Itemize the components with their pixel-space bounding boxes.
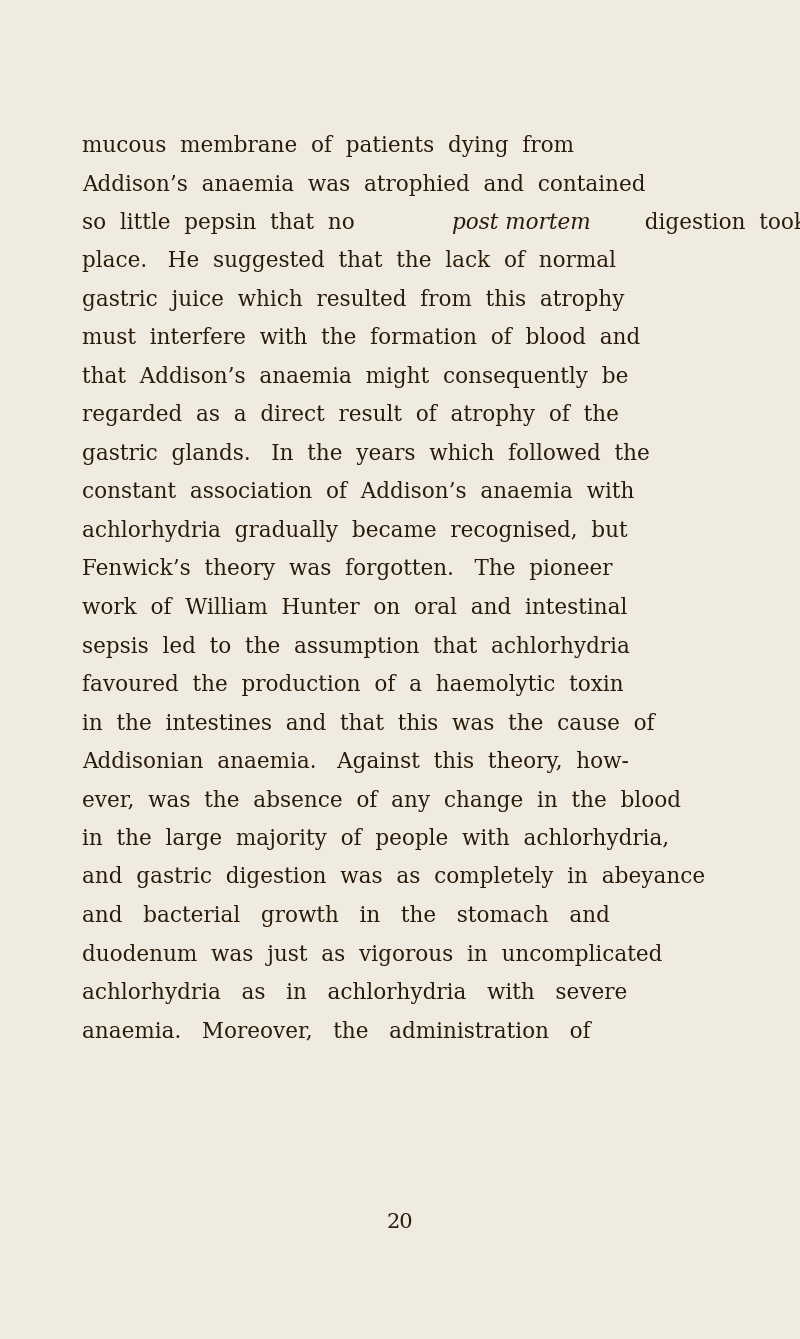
Text: must  interfere  with  the  formation  of  blood  and: must interfere with the formation of blo… xyxy=(82,328,640,349)
Text: Addisonian  anaemia.   Against  this  theory,  how-: Addisonian anaemia. Against this theory,… xyxy=(82,751,629,773)
Text: gastric  glands.   In  the  years  which  followed  the: gastric glands. In the years which follo… xyxy=(82,443,650,465)
Text: constant  association  of  Addison’s  anaemia  with: constant association of Addison’s anaemi… xyxy=(82,482,634,503)
Text: that  Addison’s  anaemia  might  consequently  be: that Addison’s anaemia might consequentl… xyxy=(82,366,628,388)
Text: favoured  the  production  of  a  haemolytic  toxin: favoured the production of a haemolytic … xyxy=(82,674,624,696)
Text: place.   He  suggested  that  the  lack  of  normal: place. He suggested that the lack of nor… xyxy=(82,250,616,273)
Text: in  the  large  majority  of  people  with  achlorhydria,: in the large majority of people with ach… xyxy=(82,828,669,850)
Text: mucous  membrane  of  patients  dying  from: mucous membrane of patients dying from xyxy=(82,135,574,157)
Text: and   bacterial   growth   in   the   stomach   and: and bacterial growth in the stomach and xyxy=(82,905,610,927)
Text: Addison’s  anaemia  was  atrophied  and  contained: Addison’s anaemia was atrophied and cont… xyxy=(82,174,646,195)
Text: anaemia.   Moreover,   the   administration   of: anaemia. Moreover, the administration of xyxy=(82,1020,590,1043)
Text: so  little  pepsin  that  no: so little pepsin that no xyxy=(82,212,369,234)
Text: Fenwick’s  theory  was  forgotten.   The  pioneer: Fenwick’s theory was forgotten. The pion… xyxy=(82,558,613,581)
Text: in  the  intestines  and  that  this  was  the  cause  of: in the intestines and that this was the … xyxy=(82,712,654,735)
Text: gastric  juice  which  resulted  from  this  atrophy: gastric juice which resulted from this a… xyxy=(82,289,625,311)
Text: regarded  as  a  direct  result  of  atrophy  of  the: regarded as a direct result of atrophy o… xyxy=(82,404,619,427)
Text: ever,  was  the  absence  of  any  change  in  the  blood: ever, was the absence of any change in t… xyxy=(82,790,681,811)
Text: digestion  took: digestion took xyxy=(630,212,800,234)
Text: sepsis  led  to  the  assumption  that  achlorhydria: sepsis led to the assumption that achlor… xyxy=(82,636,630,657)
Text: post mortem: post mortem xyxy=(452,212,590,234)
Text: achlorhydria  gradually  became  recognised,  but: achlorhydria gradually became recognised… xyxy=(82,520,628,542)
Text: and  gastric  digestion  was  as  completely  in  abeyance: and gastric digestion was as completely … xyxy=(82,866,705,889)
Text: work  of  William  Hunter  on  oral  and  intestinal: work of William Hunter on oral and intes… xyxy=(82,597,627,619)
Text: 20: 20 xyxy=(386,1213,414,1232)
Text: achlorhydria   as   in   achlorhydria   with   severe: achlorhydria as in achlorhydria with sev… xyxy=(82,981,627,1004)
Text: duodenum  was  just  as  vigorous  in  uncomplicated: duodenum was just as vigorous in uncompl… xyxy=(82,944,662,965)
